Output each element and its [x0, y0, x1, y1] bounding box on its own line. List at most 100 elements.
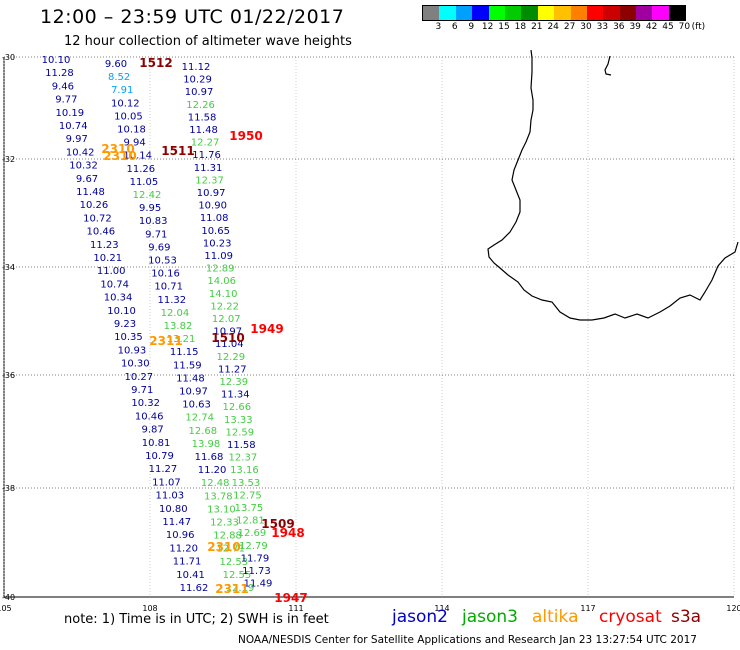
longitude-tick-label: 105	[0, 604, 12, 613]
map-grid	[3, 56, 735, 598]
legend-label: 24	[547, 22, 559, 32]
wave-height-value: 10.72	[83, 213, 112, 224]
wave-height-value: 11.23	[90, 240, 119, 251]
wave-height-value: 11.00	[97, 266, 126, 277]
map-title: 12:00 – 23:59 UTC 01/22/2017	[40, 6, 345, 28]
legend-label: 30	[580, 22, 592, 32]
wave-height-value: 12.33	[210, 518, 239, 529]
wave-height-value: 10.41	[176, 570, 205, 581]
wave-height-value: 10.12	[111, 98, 140, 109]
legend-swatch	[636, 6, 653, 20]
latitude-tick-label: -36	[2, 371, 15, 380]
legend-swatch	[652, 6, 669, 20]
legend-label: 15	[498, 22, 510, 32]
wave-height-value: 12.42	[133, 190, 162, 201]
wave-height-value: 12.81	[236, 516, 265, 527]
legend-swatch	[521, 6, 538, 20]
wave-height-value: 13.75	[235, 503, 264, 514]
wave-height-value: 10.97	[197, 188, 226, 199]
wave-height-value: 9.67	[76, 174, 98, 185]
wave-height-value: 12.69	[238, 528, 267, 539]
wave-height-value: 10.19	[55, 108, 84, 119]
legend-label: 42	[645, 22, 658, 32]
wave-height-value: 10.80	[159, 504, 188, 515]
legend-unit: (ft)	[691, 22, 706, 32]
pass-time-label: 2311	[149, 334, 182, 348]
wave-height-value: 12.04	[161, 308, 190, 319]
wave-height-value: 11.48	[189, 125, 218, 136]
longitude-tick-label: 120	[726, 604, 740, 613]
legend-label: 6	[451, 22, 458, 32]
wave-height-value: 12.26	[186, 100, 215, 111]
wave-height-value: 12.88	[213, 531, 242, 542]
wave-height-value: 10.29	[183, 75, 212, 86]
wave-height-value: 11.27	[218, 364, 247, 375]
wave-height-value: 11.31	[194, 163, 223, 174]
wave-height-value: 10.90	[198, 201, 227, 212]
wave-height-value: 10.97	[185, 87, 214, 98]
wave-height-value: 10.81	[142, 438, 171, 449]
wave-height-value: 13.78	[204, 491, 233, 502]
wave-height-value: 11.32	[157, 295, 186, 306]
wave-height-value: 11.49	[244, 579, 273, 590]
wave-height-value: 10.97	[179, 387, 208, 398]
wave-height-value: 12.07	[212, 314, 241, 325]
wave-height-value: 8.52	[108, 72, 130, 83]
wave-height-values: 10.10 11.28 9.46 9.77 10.19 10.74 9.97 10.42 10.…	[42, 55, 273, 594]
legend-label: 27	[563, 22, 576, 32]
wave-height-value: 9.71	[131, 385, 153, 396]
wave-height-value: 10.74	[100, 279, 129, 290]
wave-height-value: 11.58	[188, 112, 217, 123]
legend-swatch	[603, 6, 620, 20]
pass-time-label: 2311	[215, 582, 248, 596]
pass-time-label: 1948	[271, 526, 304, 540]
wave-height-value: 10.46	[87, 227, 116, 238]
legend-swatch	[619, 6, 637, 20]
pass-time-label: 1511	[161, 144, 194, 158]
wave-height-value: 13.33	[224, 415, 253, 426]
latitude-tick-label: -40	[2, 593, 15, 602]
legend-swatch	[488, 6, 505, 20]
wave-height-value: 12.48	[201, 478, 230, 489]
pass-time-label: 2310	[103, 149, 136, 163]
wave-height-value: 10.34	[104, 293, 133, 304]
credit-line: NOAA/NESDIS Center for Satellite Applica…	[238, 634, 697, 646]
latitude-tick-label: -30	[2, 53, 15, 62]
legend-label: 21	[531, 22, 543, 32]
axis-tick-labels: 105 108 111 114 117 120 -30 -32 -34 -36 -38 -40	[0, 53, 740, 613]
legend-swatches	[422, 5, 687, 21]
latitude-tick-label: -34	[2, 263, 15, 272]
wave-height-value: 11.48	[176, 373, 205, 384]
wave-height-value: 10.79	[145, 451, 174, 462]
australia-coastline	[487, 49, 739, 321]
map-subtitle: 12 hour collection of altimeter wave hei…	[64, 34, 352, 49]
wave-height-value: 9.60	[105, 59, 127, 70]
wave-height-value: 10.83	[139, 216, 168, 227]
wave-height-value: 9.23	[114, 319, 136, 330]
wave-height-value: 11.62	[180, 583, 209, 594]
satellite-legend-item: s3a	[671, 607, 702, 627]
wave-height-value: 10.74	[59, 121, 88, 132]
wave-height-value: 12.27	[191, 138, 220, 149]
wave-height-value: 11.03	[156, 491, 185, 502]
satellite-legend-item: cryosat	[599, 607, 662, 627]
wave-height-value: 10.14	[123, 151, 152, 162]
wave-height-value: 10.71	[154, 282, 183, 293]
wave-height-value: 11.20	[169, 543, 198, 554]
wave-height-value: 10.18	[117, 125, 146, 136]
wave-height-value: 7.91	[111, 85, 133, 96]
wave-height-value: 10.10	[42, 55, 71, 66]
wave-height-value: 10.10	[107, 306, 136, 317]
legend-label: 39	[629, 22, 641, 32]
wave-height-value: 13.21	[167, 334, 196, 345]
wave-height-value: 10.35	[114, 332, 143, 343]
legend-label: 3	[435, 22, 442, 32]
longitude-tick-label: 117	[580, 604, 595, 613]
wave-height-value: 10.97	[213, 327, 242, 338]
legend-labels: 3 6 9 12 15 18 21 24 27 30 33 36 39 42 45 70 (ft)	[422, 22, 740, 36]
wave-height-value: 12.53	[219, 557, 248, 568]
wave-height-value: 10.42	[66, 147, 95, 158]
wave-height-value: 9.95	[139, 203, 161, 214]
